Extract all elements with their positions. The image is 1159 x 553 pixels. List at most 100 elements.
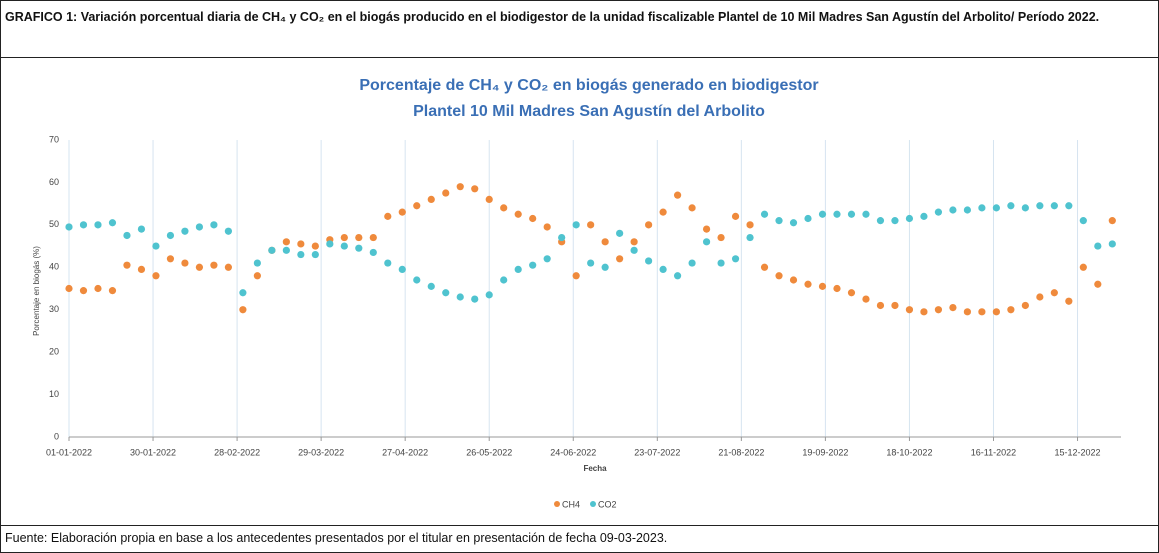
y-tick-label: 10 (49, 389, 59, 399)
divider (1, 525, 1158, 526)
data-point (1094, 280, 1102, 288)
data-point (949, 303, 957, 312)
legend-label: CO2 (598, 499, 617, 509)
data-point (587, 221, 595, 229)
legend-marker (554, 501, 560, 507)
data-point (543, 255, 551, 263)
data-point (195, 263, 204, 271)
data-point (934, 208, 943, 216)
data-point (847, 210, 856, 218)
data-point (1108, 217, 1116, 225)
data-point (775, 217, 783, 225)
data-point (645, 257, 653, 265)
data-point (1079, 217, 1087, 225)
data-point (818, 210, 827, 218)
data-point (963, 308, 972, 316)
data-point (616, 255, 624, 263)
data-point (210, 221, 218, 229)
data-point (673, 272, 682, 280)
data-point (224, 227, 232, 235)
chart-title: Porcentaje de CH₄ y CO₂ en biogás genera… (359, 77, 818, 94)
data-point (384, 212, 392, 220)
x-tick-label: 28-02-2022 (214, 447, 260, 457)
data-point (949, 206, 957, 214)
x-tick-label: 30-01-2022 (130, 447, 176, 457)
data-point (340, 242, 348, 250)
data-point (413, 202, 421, 210)
y-tick-label: 70 (49, 134, 59, 144)
data-point (862, 210, 870, 218)
data-point (789, 219, 798, 227)
data-point (355, 244, 363, 252)
data-point (630, 238, 638, 246)
data-point (442, 189, 450, 197)
x-tick-label: 21-08-2022 (718, 447, 764, 457)
data-point (485, 291, 493, 299)
data-point (818, 282, 827, 290)
data-point (94, 221, 102, 229)
data-point (587, 259, 595, 267)
x-tick-label: 23-07-2022 (634, 447, 680, 457)
data-point (282, 246, 290, 254)
data-point (1094, 242, 1102, 250)
y-tick-label: 50 (49, 219, 59, 229)
data-point (471, 295, 479, 303)
data-point (978, 308, 986, 316)
data-point (833, 284, 841, 293)
data-point (920, 212, 928, 220)
data-point (137, 265, 146, 274)
y-tick-label: 20 (49, 347, 59, 357)
data-point (876, 301, 885, 310)
data-point (1007, 202, 1015, 210)
data-point (905, 306, 914, 314)
data-point (529, 261, 537, 269)
x-tick-label: 26-05-2022 (466, 447, 512, 457)
data-point (775, 272, 783, 280)
data-point (862, 295, 870, 303)
data-point (500, 204, 508, 212)
data-point (746, 233, 754, 242)
data-point (645, 221, 653, 229)
data-point (673, 191, 682, 199)
data-point (760, 210, 769, 218)
data-point (978, 204, 986, 212)
data-point (963, 206, 972, 214)
data-point (369, 233, 377, 242)
data-point (152, 272, 160, 280)
data-point (543, 223, 551, 231)
x-tick-label: 16-11-2022 (971, 447, 1016, 457)
data-point (934, 306, 943, 314)
caption: GRAFICO 1: Variación porcentual diaria d… (5, 10, 1100, 24)
data-point (94, 284, 102, 293)
source-note: Fuente: Elaboración propia en base a los… (5, 531, 668, 545)
data-point (398, 208, 406, 216)
data-point (920, 308, 928, 316)
x-tick-label: 01-01-2022 (46, 447, 92, 457)
x-tick-label: 18-10-2022 (886, 447, 932, 457)
y-axis-label: Porcentaje en biogás (%) (32, 246, 41, 336)
data-point (659, 265, 667, 274)
data-point (123, 231, 131, 240)
y-tick-label: 30 (49, 304, 59, 314)
data-point (601, 238, 609, 246)
data-point (529, 214, 537, 223)
data-point (514, 265, 522, 274)
data-point (731, 255, 740, 263)
x-axis-label: Fecha (583, 464, 607, 473)
data-point (384, 259, 392, 267)
data-point (79, 221, 88, 229)
data-point (137, 225, 146, 233)
data-point (616, 229, 624, 237)
data-point (239, 289, 247, 297)
data-point (442, 289, 450, 297)
data-point (1021, 204, 1029, 212)
data-point (1021, 301, 1029, 310)
data-point (1050, 202, 1058, 210)
data-point (65, 284, 73, 293)
legend-marker (590, 501, 596, 507)
data-point (471, 185, 479, 193)
data-point (456, 183, 464, 191)
data-point (108, 287, 117, 295)
data-point (181, 227, 189, 235)
